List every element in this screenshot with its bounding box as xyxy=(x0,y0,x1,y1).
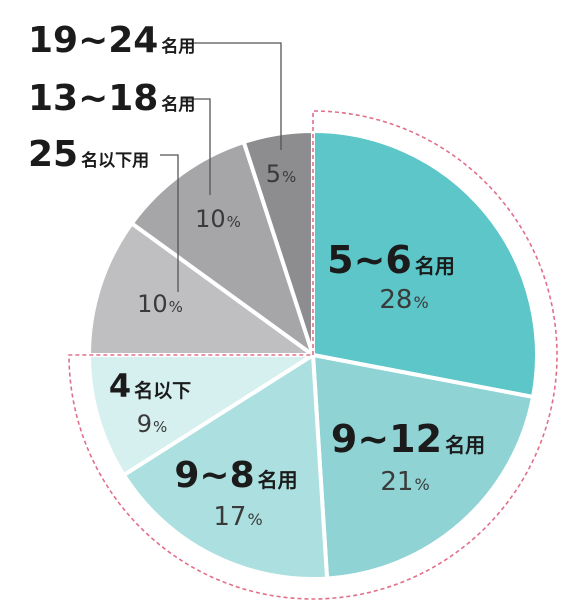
category-label-number: 19~24 xyxy=(28,20,158,61)
percent-value: 5 xyxy=(266,160,281,188)
category-label-unit: 名以下用 xyxy=(81,150,149,171)
leader-line-5 xyxy=(182,98,211,195)
leader-line-4 xyxy=(160,154,179,292)
category-label-unit: 名以下 xyxy=(134,379,191,402)
percent-label-0: 28% xyxy=(379,285,428,315)
category-label-1: 9~12 名用 xyxy=(331,417,485,461)
percent-value: 9 xyxy=(137,410,152,438)
category-label-6: 19~24 名用 xyxy=(28,20,195,61)
percent-value: 17 xyxy=(213,502,246,532)
percent-label-4: 10% xyxy=(137,290,183,318)
category-label-number: 13~18 xyxy=(28,78,158,119)
percent-sign: % xyxy=(169,298,183,316)
category-label-5: 13~18 名用 xyxy=(28,78,195,119)
category-label-number: 9~8 xyxy=(174,455,254,496)
category-label-number: 4 xyxy=(109,367,131,405)
percent-sign: % xyxy=(282,168,296,186)
percent-value: 10 xyxy=(195,205,226,233)
percent-value: 21 xyxy=(380,467,413,497)
percent-sign: % xyxy=(153,418,167,436)
pie-slice-0 xyxy=(311,129,539,399)
category-label-number: 25 xyxy=(28,134,78,175)
category-label-3: 4 名以下 xyxy=(109,367,191,405)
category-label-unit: 名用 xyxy=(445,433,485,457)
percent-sign: % xyxy=(227,213,241,231)
pie-slice-2 xyxy=(121,353,330,581)
category-label-unit: 名用 xyxy=(161,36,195,57)
percent-label-2: 17% xyxy=(213,502,262,532)
leader-lines xyxy=(160,42,282,292)
pie-slice-1 xyxy=(311,353,536,581)
pie-slice-4 xyxy=(87,221,315,357)
category-label-unit: 名用 xyxy=(415,254,455,278)
percent-label-3: 9% xyxy=(137,410,168,438)
category-label-2: 9~8 名用 xyxy=(174,455,297,496)
percent-label-1: 21% xyxy=(380,467,429,497)
percent-value: 10 xyxy=(137,290,168,318)
leader-line-6 xyxy=(182,42,282,150)
slices-layer xyxy=(87,129,539,581)
percent-label-6: 5% xyxy=(266,160,297,188)
category-label-number: 9~12 xyxy=(331,417,442,461)
pie-slice-3 xyxy=(87,353,315,478)
percent-sign: % xyxy=(413,293,428,312)
percent-value: 28 xyxy=(379,285,412,315)
pie-slice-5 xyxy=(129,139,315,357)
category-label-unit: 名用 xyxy=(258,468,298,492)
highlight-dashed-arc xyxy=(68,110,558,600)
percent-label-5: 10% xyxy=(195,205,241,233)
percent-sign: % xyxy=(247,510,262,529)
category-label-number: 5~6 xyxy=(327,238,412,282)
category-label-4: 25 名以下用 xyxy=(28,134,149,175)
category-label-0: 5~6 名用 xyxy=(327,238,455,282)
percent-sign: % xyxy=(414,475,429,494)
category-label-unit: 名用 xyxy=(161,94,195,115)
